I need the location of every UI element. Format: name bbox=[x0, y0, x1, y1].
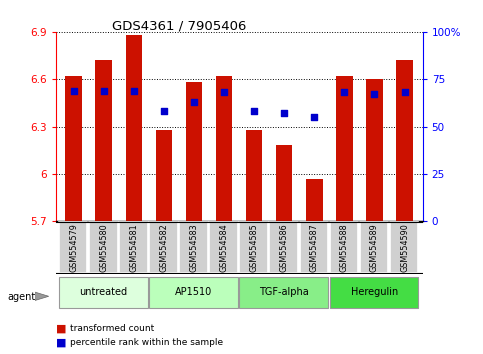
Text: transformed count: transformed count bbox=[70, 324, 154, 333]
Bar bbox=[336, 76, 353, 221]
Point bbox=[130, 88, 138, 93]
Bar bbox=[65, 76, 82, 221]
Bar bbox=[306, 179, 323, 221]
Bar bbox=[149, 222, 178, 273]
Point bbox=[250, 109, 258, 114]
Bar bbox=[240, 277, 328, 308]
Polygon shape bbox=[35, 292, 49, 301]
Bar bbox=[299, 222, 328, 273]
Text: GSM554583: GSM554583 bbox=[189, 223, 199, 272]
Bar bbox=[360, 222, 388, 273]
Bar bbox=[119, 222, 148, 273]
Text: GSM554579: GSM554579 bbox=[69, 223, 78, 272]
Bar bbox=[89, 222, 117, 273]
Bar bbox=[59, 277, 148, 308]
Point bbox=[401, 90, 409, 95]
Bar bbox=[240, 222, 268, 273]
Text: ■: ■ bbox=[56, 324, 66, 333]
Bar bbox=[156, 130, 172, 221]
Text: GSM554586: GSM554586 bbox=[280, 223, 289, 272]
Text: GSM554589: GSM554589 bbox=[370, 223, 379, 272]
Point bbox=[280, 110, 288, 116]
Bar bbox=[126, 35, 142, 221]
Bar bbox=[185, 82, 202, 221]
Text: GSM554581: GSM554581 bbox=[129, 223, 138, 272]
Text: agent: agent bbox=[7, 292, 35, 302]
Text: TGF-alpha: TGF-alpha bbox=[259, 287, 309, 297]
Text: GDS4361 / 7905406: GDS4361 / 7905406 bbox=[112, 19, 246, 33]
Text: percentile rank within the sample: percentile rank within the sample bbox=[70, 338, 223, 347]
Bar bbox=[96, 60, 112, 221]
Point bbox=[190, 99, 198, 105]
Bar bbox=[149, 277, 238, 308]
Point bbox=[100, 88, 108, 93]
Text: GSM554585: GSM554585 bbox=[250, 223, 258, 272]
Bar bbox=[209, 222, 238, 273]
Bar bbox=[276, 145, 293, 221]
Bar bbox=[330, 277, 418, 308]
Text: GSM554584: GSM554584 bbox=[220, 223, 228, 272]
Bar bbox=[59, 222, 87, 273]
Point bbox=[370, 92, 378, 97]
Text: GSM554582: GSM554582 bbox=[159, 223, 169, 272]
Bar bbox=[330, 222, 358, 273]
Text: ■: ■ bbox=[56, 337, 66, 347]
Text: GSM554580: GSM554580 bbox=[99, 223, 108, 272]
Point bbox=[220, 90, 228, 95]
Bar bbox=[216, 76, 232, 221]
Text: GSM554588: GSM554588 bbox=[340, 223, 349, 272]
Bar bbox=[270, 222, 298, 273]
Point bbox=[160, 109, 168, 114]
Text: Heregulin: Heregulin bbox=[351, 287, 398, 297]
Point bbox=[341, 90, 348, 95]
Text: untreated: untreated bbox=[80, 287, 128, 297]
Bar bbox=[396, 60, 413, 221]
Bar bbox=[179, 222, 208, 273]
Text: GSM554590: GSM554590 bbox=[400, 223, 409, 272]
Bar bbox=[246, 130, 262, 221]
Bar bbox=[390, 222, 418, 273]
Point bbox=[311, 114, 318, 120]
Text: AP1510: AP1510 bbox=[175, 287, 213, 297]
Bar bbox=[366, 79, 383, 221]
Text: GSM554587: GSM554587 bbox=[310, 223, 319, 272]
Point bbox=[70, 88, 77, 93]
